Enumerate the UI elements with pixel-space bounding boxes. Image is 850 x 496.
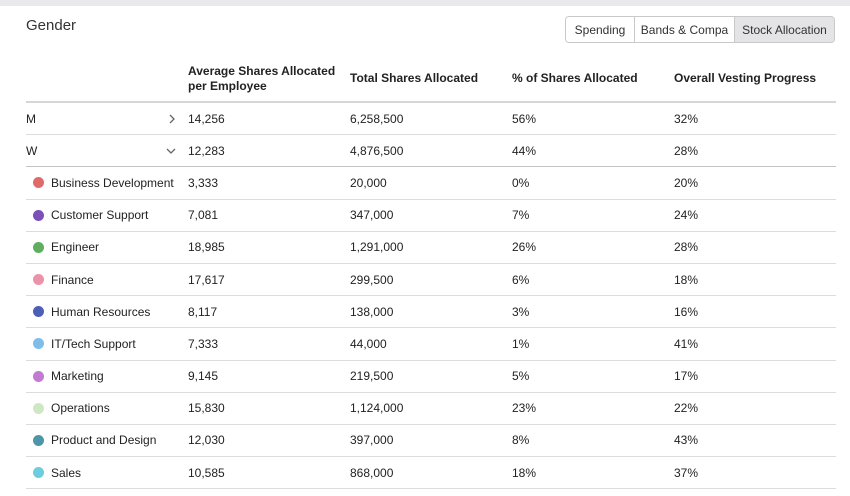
avg-shares-cell: 8,117 xyxy=(188,304,218,319)
total-shares-cell: 299,500 xyxy=(350,272,394,287)
top-divider xyxy=(0,0,850,6)
chevron-down-icon[interactable] xyxy=(166,135,176,166)
avg-shares-cell: 15,830 xyxy=(188,401,225,416)
department-row: Sales 10,585 868,000 18% 37% xyxy=(26,457,836,490)
department-row: Human Resources 8,117 138,000 3% 16% xyxy=(26,296,836,329)
vesting-cell: 28% xyxy=(674,240,699,255)
group-row-w[interactable]: W 12,283 4,876,500 44% 28% xyxy=(26,135,836,168)
pct-shares-cell: 5% xyxy=(512,369,530,384)
group-label: M xyxy=(26,111,36,126)
avg-shares-cell: 17,617 xyxy=(188,272,225,287)
vesting-cell: 32% xyxy=(674,111,699,126)
department-row: Customer Support 7,081 347,000 7% 24% xyxy=(26,200,836,232)
legend-dot-icon xyxy=(33,274,44,286)
legend-dot-icon xyxy=(33,241,44,253)
header-avg-shares: Average Shares Allocated per Employee xyxy=(188,63,336,93)
pct-shares-cell: 8% xyxy=(512,433,530,448)
pct-shares-cell: 18% xyxy=(512,465,537,480)
department-label: IT/Tech Support xyxy=(51,336,136,351)
vesting-cell: 17% xyxy=(674,369,699,384)
avg-shares-cell: 7,333 xyxy=(188,336,219,351)
avg-shares-cell: 12,030 xyxy=(188,433,225,448)
pct-shares-cell: 7% xyxy=(512,208,530,223)
legend-dot-icon xyxy=(33,370,44,382)
vesting-cell: 37% xyxy=(674,465,699,480)
legend-dot-icon xyxy=(33,434,44,446)
total-shares-cell: 4,876,500 xyxy=(350,143,404,158)
pct-shares-cell: 3% xyxy=(512,304,530,319)
department-row: Finance 17,617 299,500 6% 18% xyxy=(26,264,836,297)
department-row: Marketing 9,145 219,500 5% 17% xyxy=(26,361,836,393)
legend-dot-icon xyxy=(33,209,44,221)
department-row: IT/Tech Support 7,333 44,000 1% 41% xyxy=(26,328,836,361)
department-label: Marketing xyxy=(51,369,104,384)
department-row: Engineer 18,985 1,291,000 26% 28% xyxy=(26,232,836,264)
total-shares-cell: 219,500 xyxy=(350,369,394,384)
header-vesting: Overall Vesting Progress xyxy=(674,71,817,85)
header-pct-shares: % of Shares Allocated xyxy=(512,71,638,85)
vesting-cell: 28% xyxy=(674,143,699,158)
avg-shares-cell: 7,081 xyxy=(188,208,219,223)
department-label: Finance xyxy=(51,272,94,287)
department-label: Customer Support xyxy=(51,208,149,223)
total-shares-cell: 397,000 xyxy=(350,433,394,448)
vesting-cell: 20% xyxy=(674,175,699,190)
legend-dot-icon xyxy=(33,306,44,318)
avg-shares-cell: 12,283 xyxy=(188,143,225,158)
total-shares-cell: 44,000 xyxy=(350,336,387,351)
pct-shares-cell: 1% xyxy=(512,336,530,351)
department-row: Product and Design 12,030 397,000 8% 43% xyxy=(26,425,836,458)
department-label: Product and Design xyxy=(51,433,157,448)
group-label: W xyxy=(26,143,38,158)
total-shares-cell: 1,291,000 xyxy=(350,240,404,255)
vesting-cell: 18% xyxy=(674,272,699,287)
total-shares-cell: 868,000 xyxy=(350,465,394,480)
pct-shares-cell: 26% xyxy=(512,240,537,255)
tab-spending[interactable]: Spending xyxy=(566,17,634,42)
table-header: Average Shares Allocated per Employee To… xyxy=(26,56,836,103)
pct-shares-cell: 44% xyxy=(512,143,537,158)
legend-dot-icon xyxy=(33,338,44,350)
department-label: Business Development xyxy=(51,175,174,190)
department-label: Operations xyxy=(51,401,110,416)
pct-shares-cell: 0% xyxy=(512,175,530,190)
total-shares-cell: 1,124,000 xyxy=(350,401,404,416)
vesting-cell: 43% xyxy=(674,433,699,448)
department-label: Engineer xyxy=(51,240,100,255)
header-total-shares: Total Shares Allocated xyxy=(350,71,479,85)
vesting-cell: 41% xyxy=(674,336,699,351)
vesting-cell: 22% xyxy=(674,401,699,416)
avg-shares-cell: 9,145 xyxy=(188,369,219,384)
department-row: Operations 15,830 1,124,000 23% 22% xyxy=(26,393,836,425)
total-shares-cell: 347,000 xyxy=(350,208,394,223)
avg-shares-cell: 3,333 xyxy=(188,175,219,190)
tab-bands-compa[interactable]: Bands & Compa xyxy=(634,17,734,42)
total-shares-cell: 6,258,500 xyxy=(350,111,404,126)
vesting-cell: 24% xyxy=(674,208,699,223)
view-tabs: Spending Bands & Compa Stock Allocation xyxy=(565,16,835,43)
legend-dot-icon xyxy=(33,402,44,414)
tab-stock-allocation[interactable]: Stock Allocation xyxy=(734,17,834,42)
legend-dot-icon xyxy=(33,467,44,479)
total-shares-cell: 20,000 xyxy=(350,175,387,190)
total-shares-cell: 138,000 xyxy=(350,304,394,319)
page-title: Gender xyxy=(26,17,77,34)
legend-dot-icon xyxy=(33,177,44,189)
avg-shares-cell: 18,985 xyxy=(188,240,225,255)
pct-shares-cell: 23% xyxy=(512,401,537,416)
stock-allocation-table: Average Shares Allocated per Employee To… xyxy=(26,56,836,490)
pct-shares-cell: 6% xyxy=(512,272,530,287)
department-rows: Business Development 3,333 20,000 0% 20% Cust… xyxy=(26,167,836,490)
avg-shares-cell: 14,256 xyxy=(188,111,225,126)
department-row: Business Development 3,333 20,000 0% 20% xyxy=(26,167,836,200)
department-label: Human Resources xyxy=(51,304,151,319)
department-label: Sales xyxy=(51,465,82,480)
group-row-m[interactable]: M 14,256 6,258,500 56% 32% xyxy=(26,103,836,136)
chevron-right-icon[interactable] xyxy=(168,103,176,134)
avg-shares-cell: 10,585 xyxy=(188,465,225,480)
pct-shares-cell: 56% xyxy=(512,111,537,126)
vesting-cell: 16% xyxy=(674,304,699,319)
